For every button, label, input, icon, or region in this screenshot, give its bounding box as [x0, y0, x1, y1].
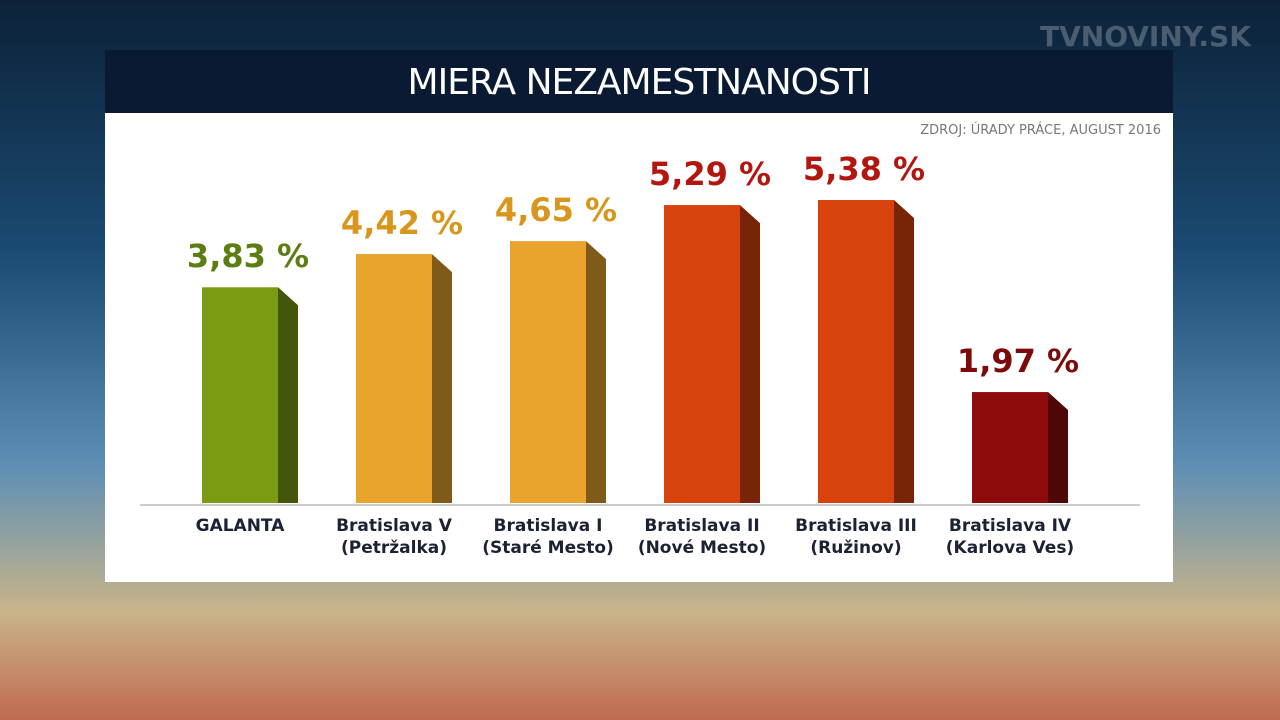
x-tick-label: Bratislava IV (Karlova Ves)	[945, 516, 1075, 558]
source: ZDROJ: ÚRADY PRÁCE, AUGUST 2016	[920, 123, 1161, 138]
bar-side	[432, 254, 452, 503]
bar-side	[1048, 392, 1068, 503]
bar-side	[894, 200, 914, 503]
value-label: 4,42 %	[340, 204, 464, 243]
bar-side	[278, 287, 298, 503]
x-tick-label: Bratislava V (Petržalka)	[336, 516, 452, 558]
value-label: 4,65 %	[494, 191, 618, 230]
x-tick-label: Bratislava III (Ružinov)	[795, 516, 917, 558]
x-tick-label: Bratislava II (Nové Mesto)	[637, 516, 767, 558]
value-label: 3,83 %	[186, 237, 310, 276]
x-tick-label: GALANTA	[195, 516, 285, 536]
bar-side	[740, 205, 760, 503]
bar	[356, 254, 432, 503]
value-label: 5,29 %	[648, 155, 772, 194]
value-label: 1,97 %	[956, 342, 1080, 381]
x-tick-label: Bratislava I (Staré Mesto)	[482, 516, 614, 558]
bar	[510, 241, 586, 503]
chart-title: MIERA NEZAMESTNANOSTI	[105, 50, 1173, 113]
bar-side	[586, 241, 606, 503]
bar	[664, 205, 740, 503]
logo: TVNOVINY.SK	[1040, 20, 1251, 53]
bar	[972, 392, 1048, 503]
value-label: 5,38 %	[802, 150, 926, 188]
bar	[202, 287, 278, 503]
bar	[818, 200, 894, 503]
